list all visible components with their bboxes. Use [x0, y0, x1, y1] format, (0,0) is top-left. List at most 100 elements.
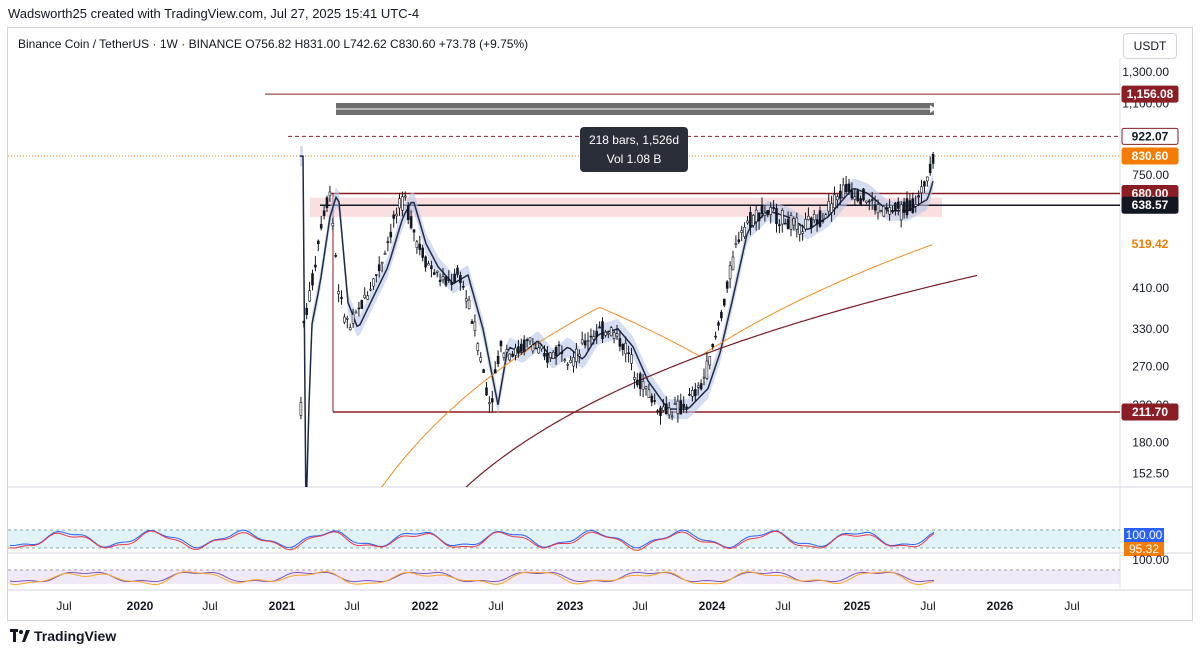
- candle-body: [740, 230, 744, 233]
- candle-body: [343, 316, 346, 323]
- candle-body: [490, 398, 494, 403]
- candle-body: [334, 255, 338, 257]
- candle-body: [383, 253, 387, 255]
- candle-body: [525, 339, 529, 341]
- candle-body: [627, 352, 630, 355]
- candle-body: [685, 406, 688, 409]
- candle-body: [363, 294, 367, 299]
- candle-body: [925, 176, 929, 182]
- candle-body: [369, 288, 372, 291]
- candle-body: [305, 307, 309, 315]
- candle-body: [461, 286, 465, 288]
- candle-body: [780, 210, 784, 225]
- candle-body: [638, 373, 642, 389]
- candle-body: [482, 369, 485, 373]
- candle-body: [728, 265, 732, 280]
- footer-brand: TradingView: [10, 628, 116, 644]
- candle-body: [705, 360, 709, 379]
- candle-body: [673, 403, 677, 405]
- candle-body: [467, 299, 471, 310]
- candle-body: [403, 195, 407, 198]
- y-tick-label: 180.00: [1132, 435, 1169, 449]
- candle-body: [432, 272, 436, 275]
- candle-body: [493, 369, 497, 374]
- price-label-text: 211.70: [1132, 405, 1168, 419]
- candle-body: [699, 383, 703, 390]
- price-label-tag: [1121, 403, 1179, 421]
- candle-body: [772, 206, 775, 210]
- candle-body: [374, 274, 378, 276]
- x-tick-label: Jul: [1064, 599, 1079, 613]
- price-label-text: 922.07: [1132, 129, 1169, 143]
- candle-body: [554, 347, 558, 357]
- candle-body: [548, 352, 552, 359]
- candle-body: [563, 359, 567, 361]
- x-tick-label: 2021: [269, 599, 296, 613]
- candle-body: [322, 210, 326, 216]
- candle-body: [850, 190, 854, 199]
- candle-body: [476, 343, 480, 351]
- candle-body: [633, 377, 636, 380]
- candle-body: [751, 214, 755, 226]
- candle-body: [598, 326, 601, 329]
- candle-body: [714, 335, 717, 338]
- x-tick-label: Jul: [632, 599, 647, 613]
- candle-body: [511, 353, 514, 357]
- candle-body: [345, 318, 349, 320]
- price-label-text: 1,156.08: [1127, 87, 1174, 101]
- candle-body: [801, 231, 804, 234]
- candle-body: [833, 194, 836, 209]
- candle-body: [630, 354, 633, 364]
- currency-button[interactable]: USDT: [1123, 33, 1177, 59]
- symbol-name[interactable]: Binance Coin / TetherUS: [18, 37, 150, 51]
- candle-body: [821, 220, 825, 222]
- candle-body: [746, 220, 749, 224]
- rsi-band: [8, 530, 1120, 548]
- candle-body: [896, 201, 900, 209]
- measure-tooltip: [580, 127, 688, 172]
- candle-body: [522, 339, 526, 352]
- rsi-value-label: 95.32: [1129, 542, 1159, 556]
- candle-body: [647, 389, 651, 398]
- candle-body: [859, 198, 862, 205]
- candle-body: [314, 264, 317, 268]
- x-tick-label: Jul: [202, 599, 217, 613]
- candle-body: [676, 400, 680, 414]
- symbol-ohlc: O756.82 H831.00 L742.62 C830.60 +73.78 (…: [245, 37, 529, 51]
- candle-body: [537, 347, 541, 354]
- candle-body: [534, 347, 538, 350]
- candle-body: [844, 183, 848, 193]
- measure-arrow-head: [930, 105, 936, 113]
- price-label-tag: [1121, 85, 1179, 103]
- price-label-tag: [1121, 127, 1179, 145]
- candle-body: [931, 154, 935, 164]
- candle-body: [531, 344, 535, 352]
- candle-body: [725, 281, 729, 289]
- candle-body: [569, 359, 572, 363]
- candle-body: [575, 348, 578, 362]
- candle-body: [667, 407, 671, 416]
- candle-body: [514, 347, 517, 356]
- rsi-value-tag: [1124, 542, 1164, 556]
- candle-body: [769, 207, 773, 215]
- symbol-interval[interactable]: 1W: [159, 37, 178, 51]
- candle-body: [618, 338, 622, 347]
- measure-tooltip-line2: Vol 1.08 B: [607, 152, 662, 166]
- candle-body: [577, 353, 581, 357]
- x-tick-label: 2026: [987, 599, 1014, 613]
- candle-body: [870, 199, 874, 201]
- x-tick-label: 2023: [557, 599, 584, 613]
- candle-body: [734, 243, 738, 246]
- candle-body: [812, 214, 816, 221]
- candle-body: [836, 196, 839, 201]
- candle-body: [653, 400, 657, 402]
- candle-body: [775, 207, 778, 225]
- symbol-legend[interactable]: Binance Coin / TetherUS · 1W · BINANCE O…: [18, 37, 528, 51]
- candle-body: [418, 243, 422, 250]
- candle-body: [708, 356, 712, 366]
- candle-body: [485, 387, 488, 396]
- candle-body: [488, 402, 491, 405]
- candle-body: [722, 298, 726, 306]
- candle-body: [853, 196, 857, 200]
